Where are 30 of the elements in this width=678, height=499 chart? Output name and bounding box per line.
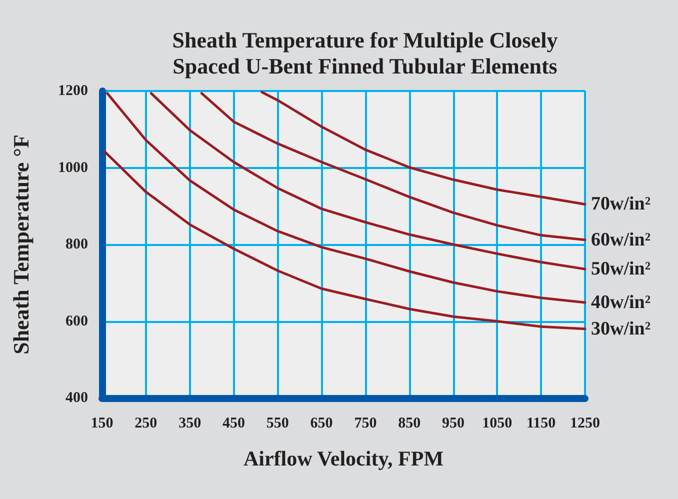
x-tick-label: 250 — [134, 416, 158, 432]
x-tick-label: 550 — [266, 416, 289, 432]
series-label: 50w/in² — [591, 258, 651, 280]
y-axis-title: Sheath Temperature °F — [8, 134, 34, 354]
x-tick-label: 750 — [354, 416, 377, 432]
x-tick-label: 1150 — [526, 416, 556, 432]
series-label: 70w/in² — [591, 194, 651, 215]
y-tick-label: 800 — [66, 236, 88, 252]
x-tick-label: 450 — [222, 416, 245, 432]
x-tick-label: 950 — [442, 416, 465, 432]
series-label: 30w/in² — [591, 318, 651, 340]
y-tick-label: 400 — [66, 390, 88, 406]
line-series — [106, 92, 586, 304]
line-series — [104, 150, 586, 330]
line-series — [150, 92, 586, 270]
x-tick-label: 1050 — [482, 416, 512, 432]
x-tick-label: 650 — [310, 416, 333, 432]
x-tick-label: 350 — [178, 416, 202, 432]
y-tick-label: 1000 — [58, 160, 88, 176]
series-label: 60w/in² — [591, 229, 651, 250]
x-tick-label: 1250 — [570, 416, 600, 432]
x-tick-label: 850 — [398, 416, 421, 432]
line-series — [260, 90, 586, 206]
line-series — [200, 92, 586, 242]
y-tick-label: 1200 — [58, 83, 88, 99]
series-label: 40w/in² — [591, 292, 651, 313]
x-axis-title: Airflow Velocity, FPM — [243, 446, 444, 470]
x-tick-label: 150 — [90, 416, 114, 432]
y-tick-label: 600 — [66, 313, 88, 330]
chart-title: Sheath Temperature for Multiple Closely Spaced U-Bent Finned Tubular Elements — [172, 28, 558, 78]
